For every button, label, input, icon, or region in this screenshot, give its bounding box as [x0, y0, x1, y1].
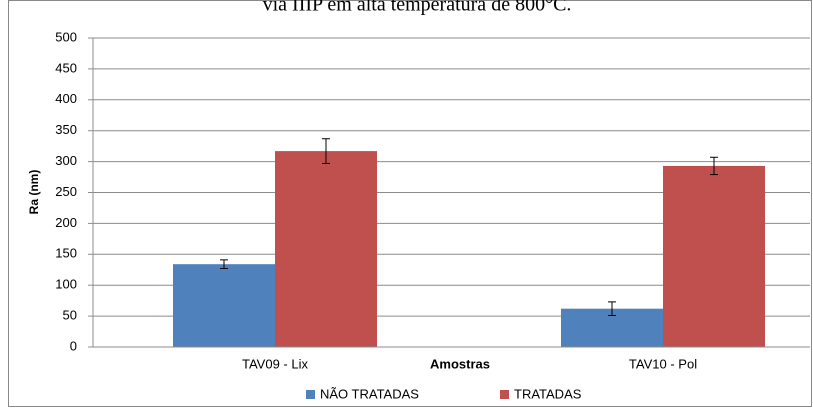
y-tick-label: 200	[55, 215, 77, 230]
y-tick-label: 350	[55, 122, 77, 137]
y-tick-label: 100	[55, 277, 77, 292]
bar	[663, 165, 765, 347]
legend-label: NÃO TRATADAS	[320, 386, 419, 401]
chart-title: via IIIP em alta temperatura de 800°C.	[263, 0, 572, 16]
y-tick-label: 50	[63, 308, 77, 323]
y-tick-label: 300	[55, 153, 77, 168]
legend-label: TRATADAS	[514, 386, 582, 401]
legend-swatch	[500, 390, 509, 399]
error-bar	[220, 259, 228, 270]
y-tick-label: 0	[70, 338, 77, 353]
y-axis-label: Ra (nm)	[27, 170, 41, 215]
x-tick-label: TAV09 - Lix	[242, 356, 308, 371]
error-bar	[608, 301, 616, 316]
error-bar	[322, 138, 330, 164]
y-tick-label: 250	[55, 184, 77, 199]
error-bar	[710, 156, 718, 176]
x-axis-label: Amostras	[430, 356, 490, 371]
bar	[173, 264, 275, 347]
y-tick-label: 150	[55, 246, 77, 261]
legend-swatch	[306, 390, 315, 399]
x-tick-label: TAV10 - Pol	[629, 356, 697, 371]
bar	[275, 151, 377, 347]
y-tick-label: 400	[55, 91, 77, 106]
y-tick-label: 450	[55, 60, 77, 75]
y-tick-label: 500	[55, 29, 77, 44]
